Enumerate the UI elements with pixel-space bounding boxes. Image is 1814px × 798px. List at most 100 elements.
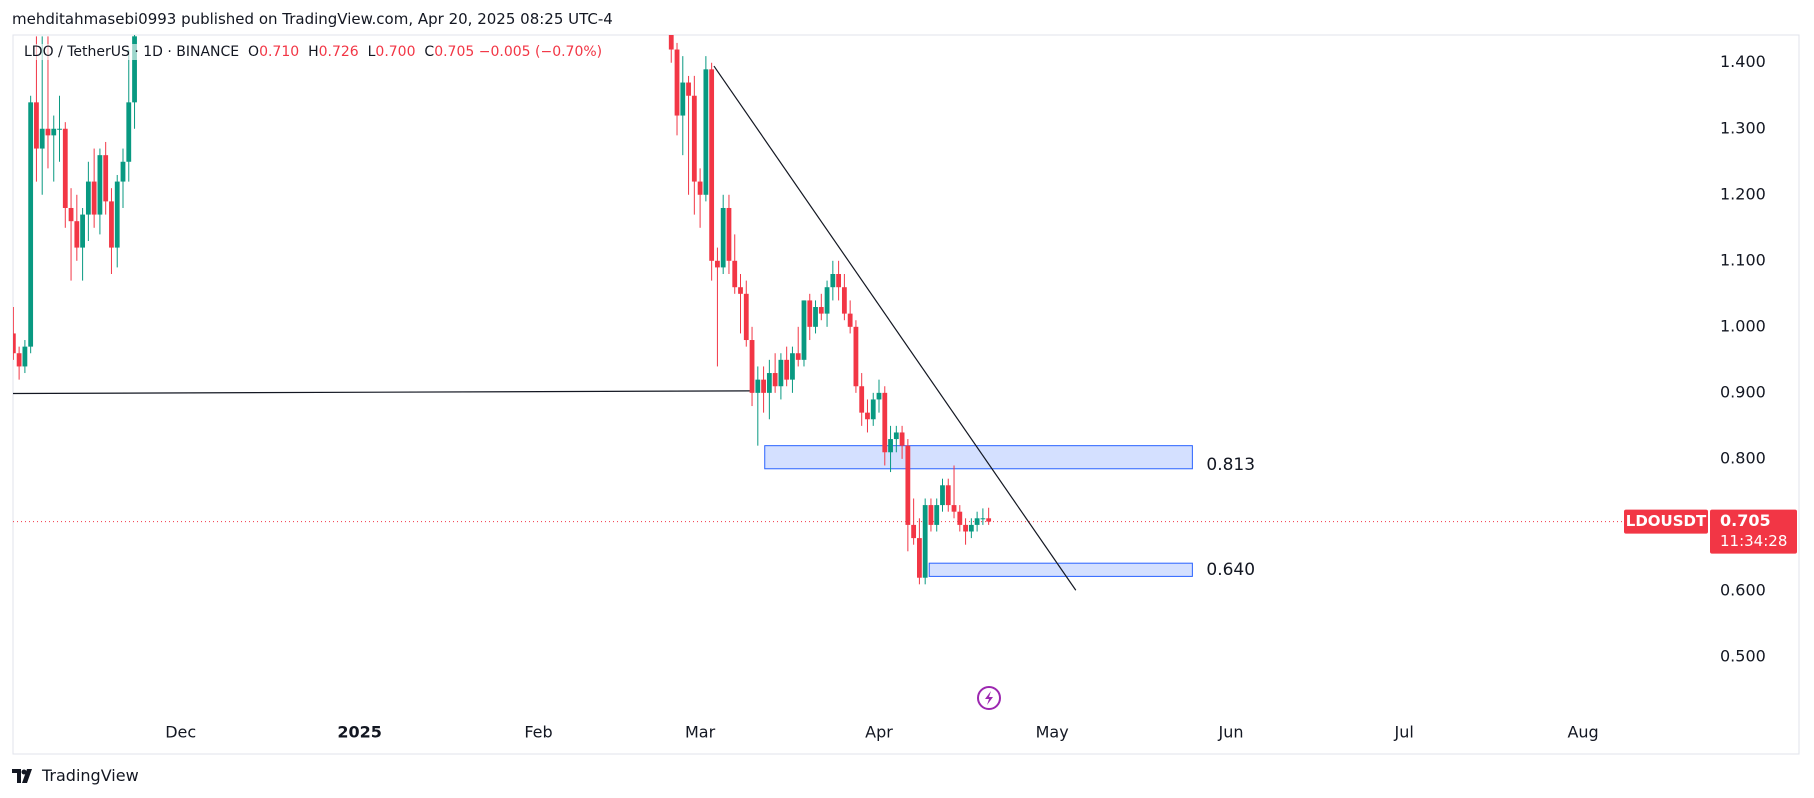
candle-body — [922, 505, 928, 578]
candle-body — [674, 49, 680, 116]
candle-body — [715, 260, 720, 268]
candle-body — [697, 181, 703, 195]
candle-body — [114, 181, 120, 248]
candle-body — [85, 181, 91, 215]
x-tick-label: 2025 — [337, 723, 382, 742]
candle-body — [57, 128, 62, 130]
y-tick-label: 1.400 — [1720, 52, 1766, 71]
candle-body — [945, 485, 951, 506]
zone-label: 0.813 — [1206, 455, 1255, 475]
candle-body — [870, 399, 876, 420]
plot-area: 0.813 0.640 — [13, 35, 1706, 591]
candle-body — [928, 505, 934, 525]
candle-body — [807, 300, 813, 327]
candle-body — [801, 300, 807, 360]
symbol-legend: LDO / TetherUS · 1D · BINANCE O0.710 H0.… — [24, 44, 603, 60]
candle-body — [813, 307, 818, 327]
candle-body — [109, 201, 114, 248]
symbol: LDO / TetherUS · 1D · BINANCE — [24, 44, 240, 60]
candle-body — [766, 373, 772, 393]
candle-body — [778, 359, 784, 387]
ohlc-text: 0.700 — [375, 44, 416, 60]
attribution: mehditahmasebi0993 published on TradingV… — [12, 10, 613, 28]
candle-body — [761, 379, 766, 393]
ohlc-key: O — [248, 44, 260, 60]
ohlc-key: C — [424, 44, 435, 60]
candle-body — [13, 333, 16, 354]
x-tick-label: Jun — [1218, 723, 1244, 742]
candle-body — [749, 340, 755, 393]
candle-body — [836, 274, 842, 288]
ohlc-key: H — [308, 44, 319, 60]
candle-body — [132, 36, 137, 103]
y-tick-label: 1.200 — [1720, 184, 1766, 203]
candle-body — [51, 128, 57, 136]
x-tick-label: May — [1036, 723, 1069, 742]
candle-body — [790, 353, 795, 380]
candle-body — [818, 307, 824, 314]
zone — [928, 562, 1193, 577]
candle-body — [709, 69, 715, 261]
ohlc: O0.710 H0.726 L0.700 C0.705 — [239, 44, 474, 60]
price-badge — [1710, 509, 1797, 554]
y-tick-label: 1.300 — [1720, 118, 1766, 137]
candle-body — [853, 326, 859, 387]
candle-body — [74, 221, 80, 248]
candle-body — [97, 155, 103, 215]
zone — [764, 445, 1193, 470]
candle-body — [882, 392, 888, 453]
candle-body — [103, 155, 109, 202]
candle-body — [726, 207, 732, 261]
trend-line — [13, 390, 751, 395]
brand: TradingView — [12, 766, 139, 785]
x-tick-label: Jul — [1394, 723, 1414, 742]
candle-body — [905, 445, 911, 525]
ohlc-text: 0.726 — [318, 44, 359, 60]
candle-body — [22, 346, 28, 367]
lightning-icon — [977, 686, 1001, 710]
candle-body — [917, 538, 922, 578]
candle-body — [876, 392, 882, 400]
candle-body — [951, 505, 957, 512]
countdown: 11:34:28 — [1720, 532, 1787, 550]
x-tick-label: Mar — [685, 723, 716, 742]
ohlc-text: 0.710 — [259, 44, 300, 60]
candle-body — [126, 102, 132, 162]
candle-body — [899, 432, 905, 446]
candle-body — [841, 287, 847, 314]
candle-body — [680, 82, 686, 116]
candle-body — [859, 386, 865, 413]
candle-body — [888, 439, 893, 453]
axes: 0.500 0.600 0.800 0.900 1.000 1.100 1.200 1.300… — [165, 52, 1797, 742]
y-tick-label: 0.600 — [1720, 580, 1766, 599]
symbol-badge — [1624, 509, 1708, 534]
y-tick-label: 0.900 — [1720, 382, 1766, 401]
y-tick-label: 1.000 — [1720, 316, 1766, 335]
candle-body — [795, 353, 801, 360]
candle-body — [62, 128, 68, 208]
candle-body — [986, 518, 992, 522]
y-tick-label: 1.100 — [1720, 250, 1766, 269]
x-tick-label: Feb — [524, 723, 552, 742]
x-tick-label: Aug — [1567, 723, 1598, 742]
candle-body — [45, 128, 51, 136]
candle-body — [703, 69, 709, 195]
candle-body — [830, 274, 836, 288]
candle-body — [865, 412, 870, 420]
candle-body — [28, 102, 34, 347]
candle-body — [39, 128, 45, 149]
ohlc-text: 0.705 — [434, 44, 475, 60]
candle-body — [957, 511, 963, 525]
candle-body — [16, 353, 22, 367]
candle-body — [80, 214, 85, 248]
candle-body — [784, 359, 790, 380]
candle-body — [968, 524, 974, 532]
candle-body — [91, 181, 97, 215]
candle-body — [963, 524, 968, 532]
trend-line — [713, 65, 1077, 591]
candle-body — [940, 485, 945, 506]
candle-body — [34, 102, 39, 149]
x-tick-label: Apr — [865, 723, 893, 742]
